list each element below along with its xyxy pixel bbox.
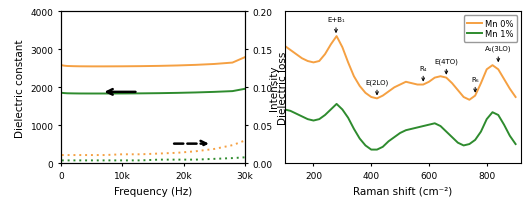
Y-axis label: Intensity: Intensity <box>269 65 279 110</box>
Text: E(2LO): E(2LO) <box>365 79 389 95</box>
Text: E+B₁: E+B₁ <box>327 17 345 33</box>
X-axis label: Frequency (Hz): Frequency (Hz) <box>114 186 192 196</box>
Legend: Mn 0%, Mn 1%: Mn 0%, Mn 1% <box>464 16 517 42</box>
Text: E(4TO): E(4TO) <box>434 58 458 74</box>
Y-axis label: Dielectric constant: Dielectric constant <box>15 39 25 137</box>
Y-axis label: Dielectric loss: Dielectric loss <box>278 51 288 124</box>
X-axis label: Raman shift (cm⁻²): Raman shift (cm⁻²) <box>353 186 453 196</box>
Text: R₆: R₆ <box>471 76 479 92</box>
Text: A₁(3LO): A₁(3LO) <box>485 46 511 62</box>
Text: R₄: R₄ <box>419 65 427 81</box>
